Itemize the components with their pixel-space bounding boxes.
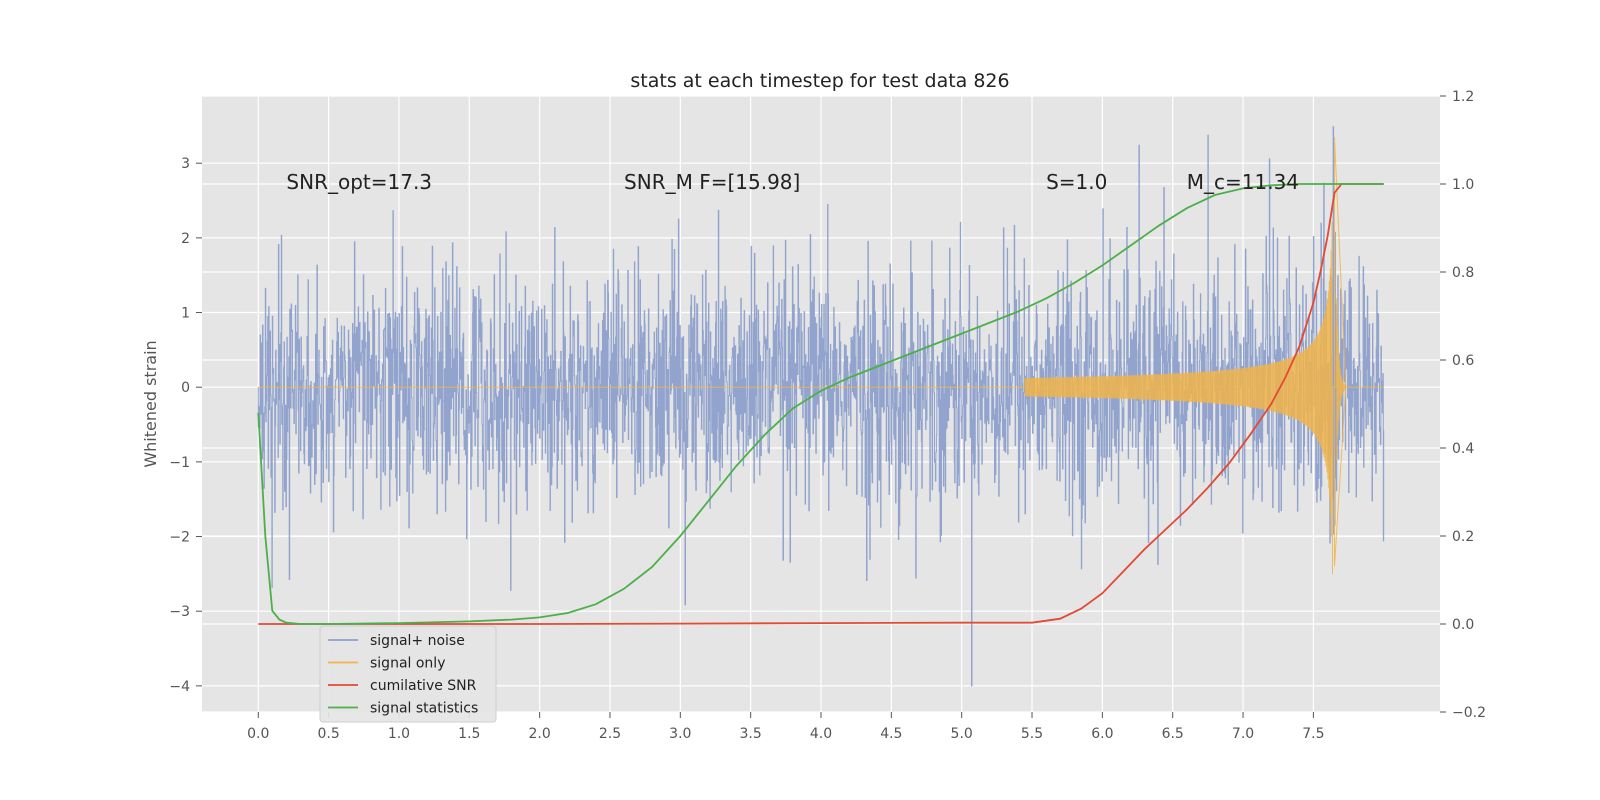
- y2-tick-label: 1.0: [1452, 177, 1474, 193]
- annotation-text: S=1.0: [1046, 170, 1107, 194]
- legend-label: signal only: [370, 656, 445, 672]
- legend-label: signal statistics: [370, 701, 478, 717]
- legend-box: [319, 625, 497, 723]
- x-tick-label: 6.5: [1162, 726, 1184, 742]
- y-tick-label: −2: [169, 530, 190, 546]
- x-tick-label: 5.5: [1021, 726, 1043, 742]
- y-tick-label: −4: [169, 679, 190, 695]
- legend-label: signal+ noise: [370, 633, 465, 649]
- annotation-text: M_c=11.34: [1187, 170, 1299, 194]
- y2-tick-label: 0.8: [1452, 265, 1474, 281]
- y2-tick-label: 0.6: [1452, 353, 1474, 369]
- y-tick-label: 0: [181, 380, 190, 396]
- x-tick-label: 6.0: [1091, 726, 1113, 742]
- legend: signal+ noise signal only cumilative SNR si…: [319, 625, 497, 723]
- y-axis-label: Whitened strain: [141, 340, 160, 467]
- x-tick-label: 7.0: [1232, 726, 1254, 742]
- chart-title: stats at each timestep for test data 826: [630, 70, 1009, 92]
- annotations: SNR_opt=17.3 SNR_M F=[15.98] S=1.0 M_c=11.3…: [286, 170, 1299, 194]
- signal-statistics-line: [257, 183, 1384, 625]
- x-tick-label: 5.0: [951, 726, 973, 742]
- y2-tick-label: −0.2: [1452, 705, 1486, 721]
- statistics-curves: [257, 183, 1384, 625]
- y2-tick-label: 1.2: [1452, 89, 1474, 105]
- y2-tick-label: 0.0: [1452, 617, 1474, 633]
- axes: 0.0 0.5 1.0 1.5 2.0 2.5 3.0 3.5 4.0 4.5 5.0 5.5 6.0 6…: [169, 89, 1486, 742]
- y-tick-label: 2: [181, 231, 190, 247]
- x-tick-label: 3.0: [669, 726, 691, 742]
- x-tick-label: 1.0: [388, 726, 410, 742]
- x-tick-label: 4.5: [880, 726, 902, 742]
- signal-noise-line: [257, 126, 1385, 687]
- signal-only-series: [258, 137, 1384, 575]
- legend-label: cumilative SNR: [370, 678, 477, 694]
- y2-tick-label: 0.4: [1452, 441, 1474, 457]
- x-tick-label: 0.5: [317, 726, 339, 742]
- x-tick-label: 2.0: [529, 726, 551, 742]
- x-tick-label: 7.5: [1302, 726, 1324, 742]
- y2-tick-label: 0.2: [1452, 529, 1474, 545]
- annotation-text: SNR_M F=[15.98]: [624, 170, 800, 194]
- y-tick-label: 1: [181, 306, 190, 322]
- y-tick-label: 3: [181, 156, 190, 172]
- x-tick-label: 0.0: [247, 726, 269, 742]
- cumulative-snr-line: [258, 183, 1384, 625]
- y-tick-label: −1: [169, 455, 190, 471]
- x-tick-label: 4.0: [810, 726, 832, 742]
- signal-noise-series: [257, 126, 1385, 687]
- annotation-text: SNR_opt=17.3: [286, 170, 432, 194]
- x-tick-label: 1.5: [458, 726, 480, 742]
- x-tick-label: 3.5: [740, 726, 762, 742]
- signal-only-line: [258, 137, 1384, 575]
- x-tick-label: 2.5: [599, 726, 621, 742]
- y-tick-label: −3: [169, 604, 190, 620]
